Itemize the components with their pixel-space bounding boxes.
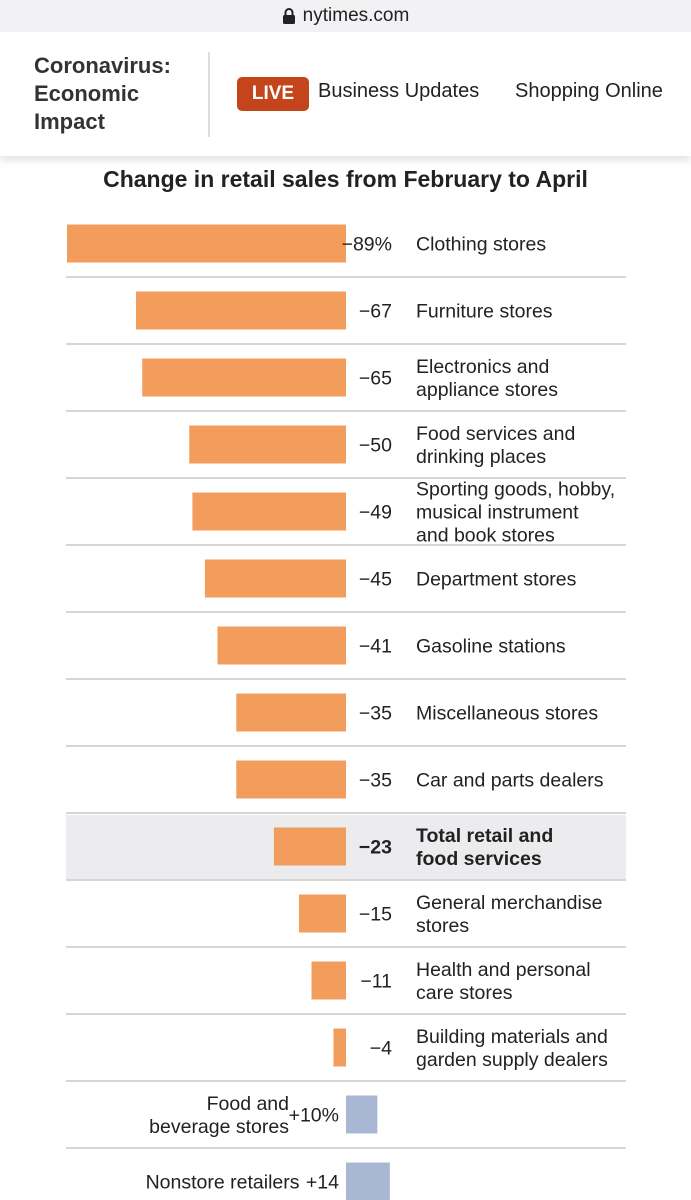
url-text: nytimes.com	[302, 5, 410, 26]
category-label: care stores	[416, 982, 513, 1004]
bar	[142, 358, 346, 397]
value-label: −89%	[342, 234, 392, 256]
value-label: −65	[359, 368, 392, 390]
lock-icon	[282, 8, 295, 24]
value-label: −41	[359, 636, 392, 658]
section-title[interactable]: Coronavirus: Economic Impact	[34, 53, 171, 134]
value-label: −15	[359, 904, 392, 926]
bar	[273, 827, 346, 866]
bar	[333, 1028, 346, 1067]
category-label: and book stores	[416, 525, 555, 547]
category-label: Miscellaneous stores	[416, 703, 598, 725]
url-bar[interactable]: nytimes.com	[0, 0, 691, 32]
bar	[204, 559, 346, 598]
nav-business-updates[interactable]: Business Updates	[318, 80, 480, 102]
category-label: Food services and	[416, 423, 575, 445]
category-label: Car and parts dealers	[416, 770, 604, 792]
chart-title: Change in retail sales from February to …	[103, 166, 588, 192]
category-label: Building materials and	[416, 1026, 608, 1048]
category-label: Furniture stores	[416, 301, 553, 323]
bar	[346, 1095, 378, 1134]
category-label: appliance stores	[416, 379, 558, 401]
bar	[217, 626, 346, 665]
bar	[236, 760, 346, 799]
live-badge[interactable]: LIVE	[237, 77, 309, 111]
category-label: Total retail and	[416, 825, 553, 847]
value-label: −4	[370, 1038, 392, 1060]
site-header: Coronavirus: Economic Impact LIVE Busine…	[0, 32, 691, 156]
category-label: Food and	[207, 1093, 289, 1115]
category-label: Health and personal	[416, 959, 591, 981]
header-divider	[208, 52, 210, 137]
value-label: +10%	[289, 1105, 339, 1127]
category-label: General merchandise	[416, 892, 602, 914]
bar	[67, 224, 346, 263]
category-label: food services	[416, 848, 542, 870]
category-label: Nonstore retailers	[146, 1172, 300, 1194]
bar	[346, 1162, 390, 1200]
bar	[189, 425, 346, 464]
value-label: −23	[359, 837, 392, 859]
category-label: stores	[416, 915, 469, 937]
bar	[135, 291, 346, 330]
bar	[236, 693, 346, 732]
nav-shopping-online[interactable]: Shopping Online	[515, 80, 663, 102]
category-label: Department stores	[416, 569, 577, 591]
value-label: +14	[306, 1172, 339, 1194]
category-label: Electronics and	[416, 356, 549, 378]
value-label: −11	[360, 971, 392, 993]
value-label: −35	[359, 703, 392, 725]
value-label: −67	[359, 301, 392, 323]
bar	[192, 492, 346, 531]
category-label: Clothing stores	[416, 234, 546, 256]
category-label: drinking places	[416, 446, 546, 468]
bar	[311, 961, 346, 1000]
value-label: −50	[359, 435, 392, 457]
value-label: −49	[359, 502, 392, 524]
category-label: Gasoline stations	[416, 636, 566, 658]
value-label: −45	[359, 569, 392, 591]
category-label: garden supply dealers	[416, 1049, 608, 1071]
category-label: Sporting goods, hobby,	[416, 479, 615, 501]
category-label: musical instrument	[416, 502, 579, 524]
bar	[298, 894, 346, 933]
category-label: beverage stores	[149, 1116, 289, 1138]
value-label: −35	[359, 770, 392, 792]
